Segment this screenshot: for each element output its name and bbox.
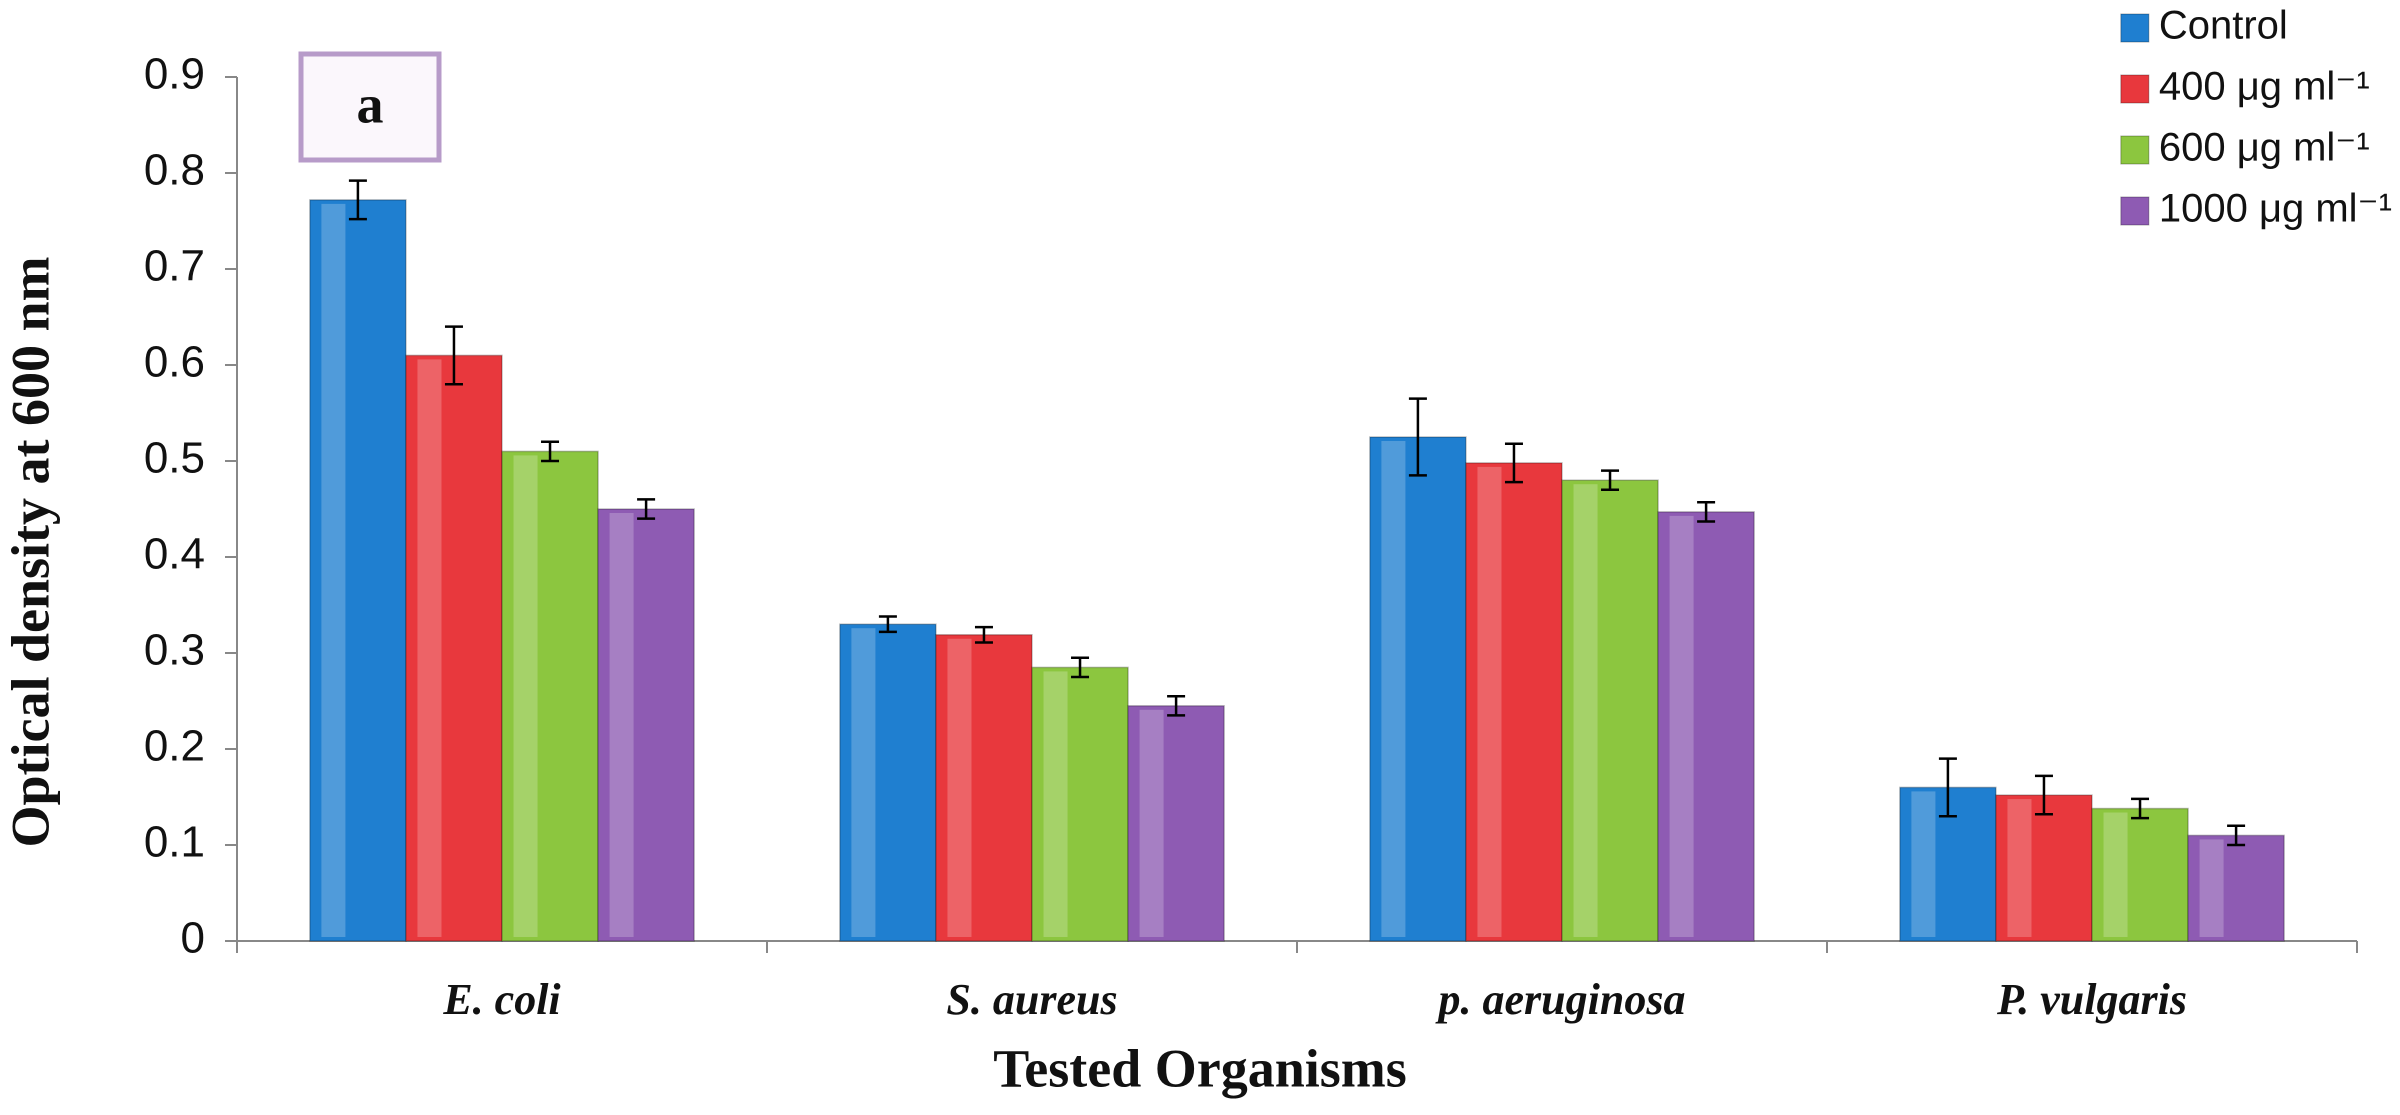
x-tick-label: S. aureus: [946, 975, 1117, 1024]
bar-highlight: [1043, 671, 1068, 937]
y-tick-label: 0.9: [144, 50, 205, 99]
x-tick-label: p. aeruginosa: [1435, 975, 1686, 1024]
error-bar: [348, 179, 367, 221]
x-axis-title: Tested Organisms: [993, 1038, 1407, 1098]
bar: [597, 508, 695, 942]
y-tick-label: 0.1: [144, 818, 205, 867]
bar: [1127, 705, 1225, 942]
error-bar: [444, 325, 463, 386]
bar-highlight: [417, 359, 442, 937]
y-tick-label: 0.4: [144, 530, 205, 579]
bar-highlight: [1477, 466, 1502, 937]
bar-highlight: [947, 638, 972, 937]
annotation-box: [298, 51, 442, 163]
legend-swatch: [2120, 135, 2150, 165]
legend-swatch: [2120, 13, 2150, 43]
error-bar: [878, 615, 897, 634]
bar: [1031, 666, 1129, 942]
error-bar: [974, 625, 993, 644]
legend-label: Control: [2159, 4, 2288, 48]
error-bar: [1504, 442, 1523, 484]
bar-highlight: [513, 455, 538, 937]
bar-highlight: [2103, 812, 2128, 937]
y-tick-label: 0.6: [144, 338, 205, 387]
error-bar: [2131, 797, 2150, 820]
error-bar: [2227, 824, 2246, 847]
y-tick-label: 0.5: [144, 434, 205, 483]
bar: [2091, 807, 2189, 942]
y-tick-label: 0.2: [144, 722, 205, 771]
legend-label: 400 μg ml⁻¹: [2159, 65, 2370, 109]
bar: [405, 354, 503, 942]
annotation: a: [357, 74, 384, 134]
bar-highlight: [851, 628, 876, 937]
bar: [1465, 462, 1563, 942]
error-bar: [1938, 757, 1957, 818]
y-tick-label: 0.7: [144, 242, 205, 291]
y-tick-label: 0: [181, 914, 205, 963]
x-tick-label: P. vulgaris: [1996, 975, 2187, 1024]
bar: [1657, 511, 1755, 942]
bar: [501, 450, 599, 942]
bar-highlight: [1911, 791, 1936, 937]
error-bar: [1408, 397, 1427, 477]
y-tick-label: 0.8: [144, 146, 205, 195]
bar-highlight: [321, 203, 346, 937]
x-tick-label: E. coli: [442, 975, 561, 1024]
bar: [935, 634, 1033, 942]
legend-label: 600 μg ml⁻¹: [2159, 126, 2370, 170]
error-bar: [637, 498, 656, 520]
bar: [309, 199, 407, 942]
legend-swatch: [2120, 74, 2150, 104]
bar: [2187, 834, 2285, 942]
error-bar: [2034, 774, 2053, 816]
legend-swatch: [2120, 196, 2150, 226]
y-tick-label: 0.3: [144, 626, 205, 675]
error-bar: [1601, 469, 1620, 492]
bar-highlight: [2199, 839, 2224, 937]
error-bar: [1697, 501, 1716, 523]
bar: [1561, 479, 1659, 942]
error-bar: [1071, 656, 1090, 679]
bar-highlight: [609, 513, 634, 937]
bar-highlight: [1669, 515, 1694, 937]
bar: [1995, 794, 2093, 942]
error-bar: [541, 440, 560, 463]
y-axis-title: Optical density at 600 nm: [0, 256, 60, 847]
error-bar: [1167, 694, 1186, 717]
bar-highlight: [2007, 799, 2032, 937]
bar-highlight: [1139, 709, 1164, 937]
bar-highlight: [1381, 441, 1406, 937]
bar: [839, 623, 937, 942]
legend-label: 1000 μg ml⁻¹: [2159, 187, 2392, 231]
bar-highlight: [1573, 484, 1598, 937]
